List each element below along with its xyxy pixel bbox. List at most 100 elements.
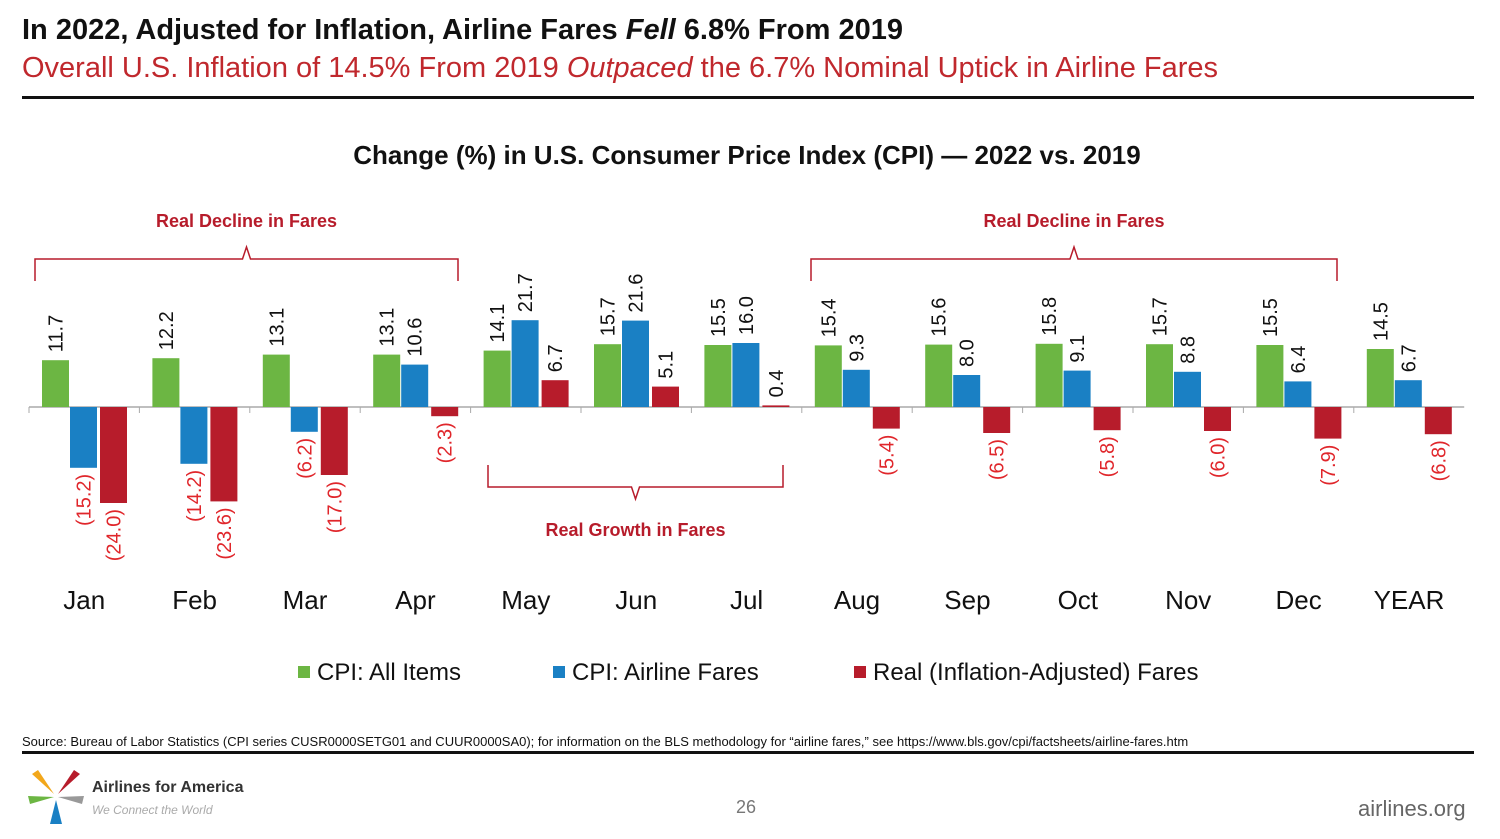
x-tick-label: Dec	[1275, 585, 1321, 615]
x-tick-label: Nov	[1165, 585, 1211, 615]
website-link[interactable]: airlines.org	[1358, 796, 1466, 821]
annotation-bracket	[810, 244, 1338, 281]
legend-swatch	[298, 666, 310, 678]
chart-title: Change (%) in U.S. Consumer Price Index …	[353, 140, 1140, 170]
data-label: (6.8)	[1428, 440, 1450, 481]
data-label: 21.6	[626, 274, 648, 313]
data-label: 15.8	[1039, 297, 1061, 336]
annotation-bracket	[34, 244, 459, 281]
bar-real-fares	[541, 380, 569, 407]
airlines-for-america-logo	[28, 770, 84, 824]
data-label: 15.4	[818, 298, 840, 337]
bar-all-items	[262, 354, 290, 407]
subtitle-emphasis: Outpaced	[566, 52, 693, 84]
bar-real-fares	[652, 386, 679, 407]
data-label: 6.4	[1288, 346, 1310, 374]
data-label: (24.0)	[104, 509, 126, 561]
bar-airline-fares	[511, 320, 539, 407]
data-label: (7.9)	[1318, 445, 1340, 486]
legend-label: CPI: All Items	[317, 659, 461, 686]
bar-all-items	[704, 345, 732, 407]
data-label: 15.5	[708, 298, 730, 337]
bar-all-items	[1035, 343, 1063, 407]
bar-airline-fares	[732, 343, 760, 407]
annotation-label: Real Decline in Fares	[983, 211, 1164, 231]
footer-divider	[22, 751, 1474, 754]
data-label: 6.7	[1398, 344, 1420, 372]
data-label: 13.1	[266, 308, 288, 347]
data-label: 15.5	[1260, 298, 1282, 337]
data-label: 14.5	[1370, 302, 1392, 341]
subtitle-text: the 6.7% Nominal Uptick in Airline Fares	[692, 52, 1219, 84]
bars: Jan 11.7 (15.2) (24.0) Feb 12.2 (14.2) (23.6) Ma…	[28, 273, 1465, 615]
page-number: 26	[736, 797, 757, 817]
bar-real-fares	[1314, 407, 1342, 439]
data-label: 6.7	[545, 344, 567, 372]
data-label: (17.0)	[324, 481, 346, 533]
legend-label: CPI: Airline Fares	[572, 659, 759, 686]
legend: CPI: All Items CPI: Airline Fares Real (In…	[298, 659, 1198, 686]
legend-swatch	[553, 666, 565, 678]
data-label: 15.7	[598, 297, 620, 336]
bar-airline-fares	[290, 407, 318, 432]
bar-real-fares	[1093, 407, 1121, 431]
bar-all-items	[152, 358, 180, 407]
data-label: 21.7	[515, 273, 537, 312]
bar-real-fares	[983, 407, 1011, 433]
x-tick-label: Apr	[395, 585, 436, 615]
data-label: (14.2)	[184, 470, 206, 522]
data-label: (23.6)	[214, 507, 236, 559]
bar-airline-fares	[842, 369, 870, 407]
brand-name: Airlines for America	[92, 779, 244, 796]
brand-tagline: We Connect the World	[92, 803, 213, 817]
data-label: 12.2	[156, 311, 178, 350]
data-label: (2.3)	[435, 422, 457, 463]
bar-all-items	[483, 350, 511, 407]
bar-all-items	[925, 344, 953, 407]
data-label: 10.6	[405, 318, 427, 357]
data-label: 8.0	[957, 339, 979, 367]
data-label: 13.1	[377, 308, 399, 347]
x-tick-label: Jan	[63, 585, 105, 615]
bar-real-fares	[872, 407, 900, 429]
bar-all-items	[1366, 349, 1394, 407]
bar-real-fares	[431, 407, 459, 417]
annotation-label: Real Growth in Fares	[545, 520, 725, 540]
data-label: 9.1	[1067, 335, 1089, 363]
data-label: (6.5)	[987, 439, 1009, 480]
x-tick-label: Mar	[283, 585, 328, 615]
bar-airline-fares	[180, 407, 208, 464]
data-label: (5.4)	[876, 435, 898, 476]
slide-subtitle: Overall U.S. Inflation of 14.5% From 201…	[22, 52, 1218, 85]
data-label: 14.1	[487, 304, 509, 343]
bar-all-items	[42, 360, 69, 407]
bar-all-items	[1256, 345, 1284, 407]
bar-airline-fares	[1394, 380, 1422, 407]
title-text: In 2022, Adjusted for Inflation, Airline…	[22, 14, 626, 46]
source-note: Source: Bureau of Labor Statistics (CPI …	[22, 734, 1189, 749]
data-label: 9.3	[846, 334, 868, 362]
data-label: 15.7	[1150, 297, 1172, 336]
data-label: 16.0	[736, 296, 758, 335]
x-tick-label: Oct	[1058, 585, 1099, 615]
data-label: 0.4	[766, 370, 788, 398]
data-label: 8.8	[1178, 336, 1200, 364]
title-text: 6.8% From 2019	[675, 14, 904, 46]
x-tick-label: YEAR	[1374, 585, 1445, 615]
header-divider	[22, 96, 1474, 99]
data-label: (6.2)	[294, 438, 316, 479]
bar-chart: Change (%) in U.S. Consumer Price Index …	[28, 140, 1465, 686]
bar-all-items	[373, 354, 401, 407]
bar-airline-fares	[401, 364, 429, 407]
bar-airline-fares	[1063, 370, 1091, 407]
data-label: (15.2)	[74, 474, 96, 526]
data-label: (6.0)	[1208, 437, 1230, 478]
x-tick-label: Feb	[172, 585, 217, 615]
data-label: 5.1	[656, 351, 678, 379]
bar-real-fares	[762, 405, 790, 407]
annotation-bracket	[487, 465, 784, 502]
legend-label: Real (Inflation-Adjusted) Fares	[873, 659, 1198, 686]
data-label: 11.7	[46, 315, 68, 352]
bar-real-fares	[1424, 407, 1452, 435]
title-emphasis: Fell	[625, 14, 676, 46]
